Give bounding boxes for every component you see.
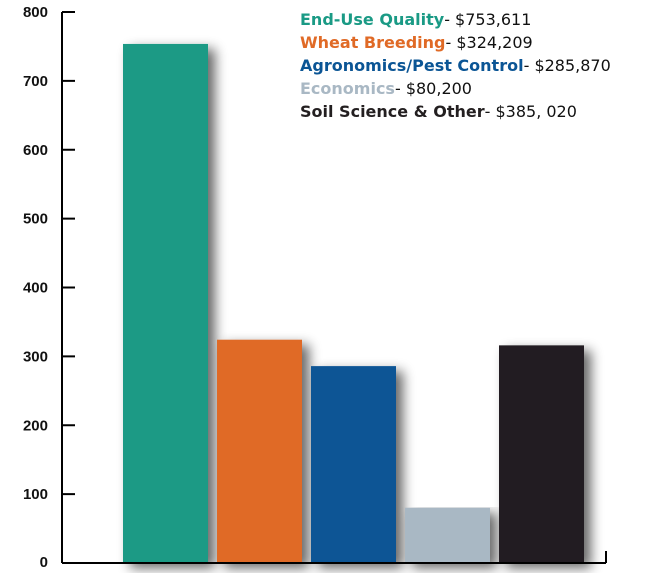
legend-item-agronomics-pest-control: Agronomics/Pest Control- $285,870 xyxy=(300,54,611,77)
bar-agronomics-pest-control xyxy=(311,366,396,563)
y-tick-label: 800 xyxy=(23,4,48,21)
y-tick-label: 600 xyxy=(23,142,48,159)
bars-group xyxy=(123,43,584,563)
bar-soil-science-other xyxy=(499,345,584,563)
legend-label: Wheat Breeding xyxy=(300,33,446,52)
y-tick-label: 300 xyxy=(23,348,48,365)
y-tick-label: 200 xyxy=(23,417,48,434)
chart-legend: End-Use Quality- $753,611 Wheat Breeding… xyxy=(300,8,611,123)
y-tick-label: 700 xyxy=(23,73,48,90)
y-tick-label: 0 xyxy=(40,554,48,571)
legend-value: - $80,200 xyxy=(394,79,472,98)
legend-value: - $753,611 xyxy=(444,10,532,29)
y-tick-label: 400 xyxy=(23,280,48,297)
legend-label: End-Use Quality xyxy=(300,10,445,29)
y-tick-label: 500 xyxy=(23,211,48,228)
legend-item-end-use-quality: End-Use Quality- $753,611 xyxy=(300,8,611,31)
bar-end-use-quality xyxy=(123,43,208,563)
legend-value: - $324,209 xyxy=(445,33,533,52)
legend-value: - $285,870 xyxy=(523,56,611,75)
legend-label: Economics xyxy=(300,79,395,98)
legend-item-wheat-breeding: Wheat Breeding- $324,209 xyxy=(300,31,611,54)
legend-label: Agronomics/Pest Control xyxy=(300,56,524,75)
y-axis: 0 100 200 300 400 500 600 700 800 xyxy=(23,4,75,571)
bar-wheat-breeding xyxy=(217,339,302,563)
legend-value: - $385, 020 xyxy=(484,102,577,121)
legend-item-economics: Economics- $80,200 xyxy=(300,77,611,100)
legend-item-soil-science-other: Soil Science & Other- $385, 020 xyxy=(300,100,611,123)
bar-economics xyxy=(405,507,490,563)
legend-label: Soil Science & Other xyxy=(300,102,485,121)
y-tick-label: 100 xyxy=(23,486,48,503)
